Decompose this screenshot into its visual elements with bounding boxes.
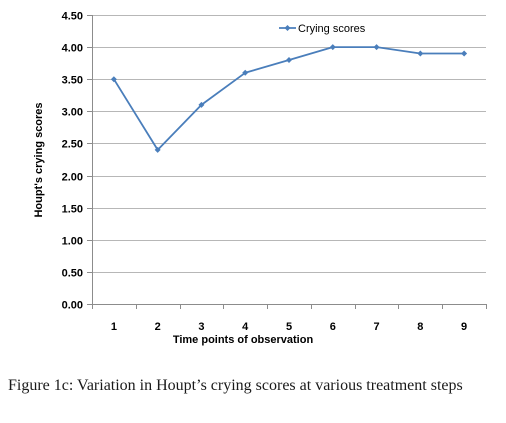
data-point: [198, 101, 205, 108]
y-tick-label: 3.00: [62, 107, 83, 119]
y-tick-label: 0.50: [62, 268, 83, 280]
legend-marker: [284, 25, 291, 31]
y-tick-label: 4.50: [62, 11, 83, 23]
x-tick-label: 2: [155, 321, 161, 333]
legend-label: Crying scores: [298, 23, 366, 35]
chart-legend: Crying scores: [279, 23, 366, 35]
x-tick-label: 5: [286, 321, 292, 333]
y-tick-label: 3.50: [62, 75, 83, 87]
y-tick-label: 0.00: [62, 300, 83, 312]
y-tick-label: 1.00: [62, 236, 83, 248]
data-point: [329, 44, 336, 51]
y-tick-label: 1.50: [62, 204, 83, 216]
data-point: [373, 44, 380, 51]
x-tick-label: 9: [461, 321, 467, 333]
data-point: [154, 146, 161, 153]
data-point: [461, 50, 468, 57]
chart-axes: 0.00 0.50 1.00 1.50 2.00 2.50 3.00 3.50 4.00 4.50…: [62, 11, 487, 333]
crying-scores-chart: 0.00 0.50 1.00 1.50 2.00 2.50 3.00 3.50 4.00 4.50…: [33, 11, 487, 346]
gridlines: [92, 15, 486, 273]
x-tick-label: 7: [373, 321, 379, 333]
x-tick-label: 3: [198, 321, 204, 333]
y-tick-label: 4.00: [62, 43, 83, 55]
data-series: [110, 44, 468, 153]
y-tick-label: 2.00: [62, 172, 83, 184]
x-tick-label: 6: [330, 321, 336, 333]
y-tick-label: 2.50: [62, 139, 83, 151]
x-tick-label: 1: [111, 321, 117, 333]
data-point: [286, 56, 292, 63]
x-tick-label: 4: [242, 321, 249, 333]
data-point: [242, 69, 249, 76]
y-axis-title: Houpt's crying scores: [33, 102, 45, 217]
x-axis-title: Time points of observation: [173, 334, 314, 346]
data-point: [417, 50, 424, 57]
x-tick-label: 8: [417, 321, 423, 333]
figure-caption: Figure 1c: Variation in Houpt’s crying s…: [8, 377, 463, 394]
data-point: [110, 76, 117, 83]
